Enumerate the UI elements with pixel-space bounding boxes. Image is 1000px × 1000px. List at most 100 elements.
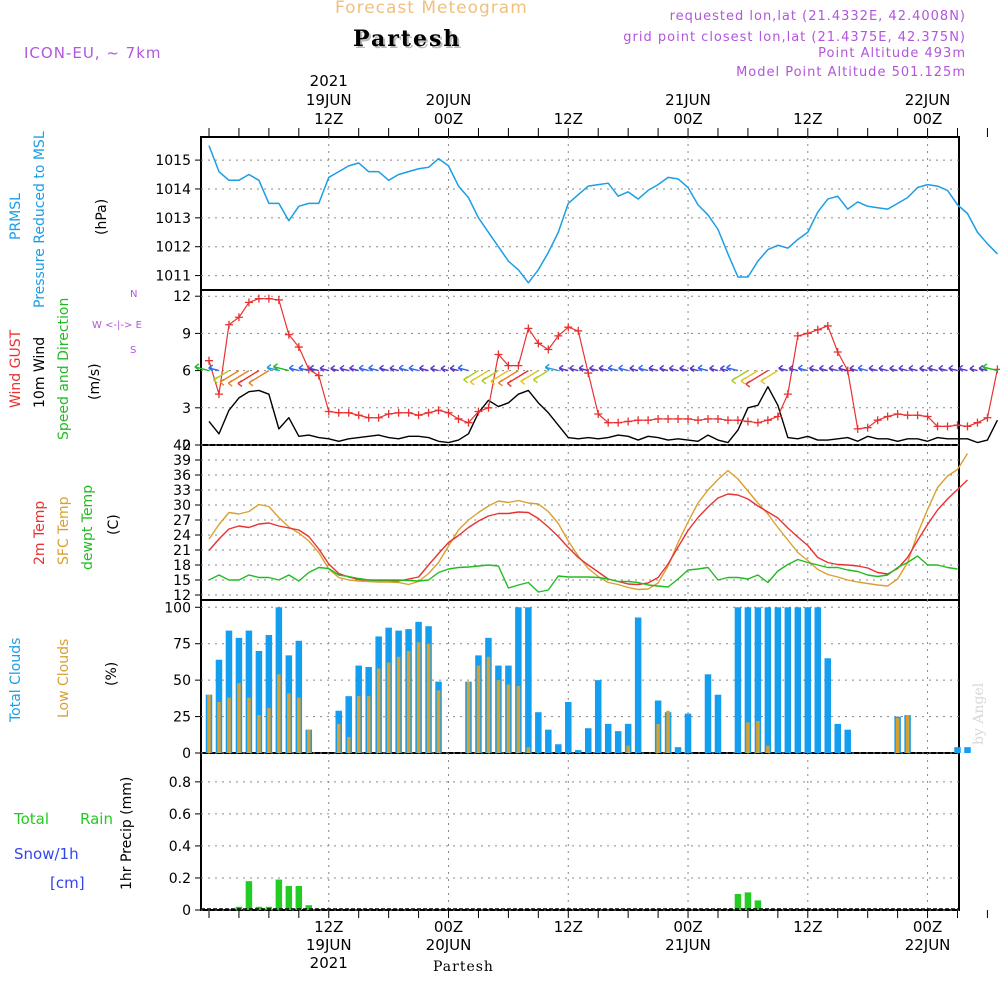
wind-arrow-head: [689, 365, 695, 373]
total-cloud-bar: [824, 658, 832, 753]
gust-marker: [394, 408, 403, 417]
gust-marker: [903, 411, 912, 420]
low-cloud-bar: [267, 707, 271, 753]
y-tick-label-2: 42: [173, 438, 191, 454]
sfc-temp-line: [208, 453, 969, 591]
total-cloud-bar: [225, 630, 233, 753]
gust-marker: [224, 320, 233, 329]
top-time-label: 12Z: [314, 110, 343, 128]
gust-marker: [354, 411, 363, 420]
wind-arrow: [398, 364, 409, 372]
total-cloud-bar: [604, 723, 612, 753]
wind-arrow-head: [237, 379, 243, 388]
gust-marker: [604, 418, 613, 427]
wind-arrow-head: [266, 364, 272, 372]
gust-marker: [244, 298, 253, 307]
low-cloud-bar: [406, 651, 411, 753]
y-tick-label-2: 39: [173, 453, 191, 469]
wind-arrow-head: [697, 364, 703, 372]
gust-marker: [933, 422, 942, 431]
total-cloud-bar: [255, 651, 263, 753]
wind-arrow: [469, 370, 489, 386]
point-altitude: Point Altitude 493m: [818, 46, 966, 61]
wind-arrow: [982, 363, 998, 372]
total-cloud-bar: [525, 607, 532, 753]
wind-arrow-head: [709, 364, 715, 373]
wind-arrow-head: [219, 378, 225, 386]
gust-marker: [234, 313, 243, 322]
bottom-time-label: 12Z: [793, 918, 822, 936]
wind-arrow: [938, 364, 948, 372]
wind-arrow: [719, 365, 729, 373]
total-cloud-bar: [345, 696, 352, 753]
wind-arrow: [457, 364, 469, 372]
low-cloud-bar: [207, 694, 211, 753]
gust-marker: [923, 412, 932, 421]
wind-arrow: [544, 363, 559, 372]
y-tick-label-2: 12: [173, 588, 191, 604]
gust-marker: [205, 356, 213, 365]
top-time-label: 21JUN: [665, 91, 711, 109]
precip-label-rain: Rain: [80, 810, 113, 828]
footer-location: Partesh: [433, 959, 494, 975]
gust-marker: [883, 412, 892, 421]
wind-arrow: [726, 364, 739, 372]
location-title: Partesh: [353, 26, 462, 52]
wind-arrow-head: [659, 364, 665, 373]
dewpt-line: [208, 555, 958, 593]
low-cloud-bar: [506, 684, 511, 753]
wind-arrow-head: [857, 364, 863, 372]
total-cloud-bar: [844, 729, 851, 753]
wind-arrow-head: [533, 376, 538, 384]
gust-marker: [953, 421, 962, 430]
wind-arrow-head: [194, 363, 200, 371]
gust-marker: [644, 416, 653, 425]
wind-arrow: [668, 364, 679, 372]
y-tick-label-1: 9: [182, 326, 191, 342]
low-cloud-bar: [526, 747, 531, 753]
total-cloud-bar: [734, 607, 742, 753]
wind-arrow-head: [958, 364, 964, 372]
wind-arrow-head: [469, 378, 475, 386]
pressure-line: [208, 145, 998, 284]
gust-marker: [893, 410, 902, 418]
wind-arrow-head: [430, 365, 436, 373]
y-tick-label-2: 33: [173, 483, 191, 499]
wind-arrow-head: [978, 364, 984, 373]
bottom-time-label: 20JUN: [426, 936, 472, 954]
y-tick-label-3: 0: [182, 746, 191, 762]
gust-marker: [284, 330, 293, 339]
wind-arrow: [778, 364, 789, 372]
total-cloud-bar: [814, 607, 822, 753]
low-cloud-bar: [336, 723, 341, 753]
gust-marker: [853, 424, 862, 433]
gust-marker: [294, 343, 303, 352]
gust-marker: [983, 413, 992, 422]
wind-arrow: [740, 370, 759, 385]
y-tick-label-4: 0.8: [169, 775, 191, 791]
gust-marker: [484, 403, 493, 412]
wind-arrow-head: [745, 380, 751, 388]
wind-arrow-head: [463, 376, 469, 384]
gust-marker: [364, 413, 373, 422]
gust-marker: [514, 361, 523, 370]
low-cloud-bar: [396, 656, 401, 753]
wind-arrow-head: [368, 364, 374, 372]
gust-marker: [404, 408, 413, 417]
gust-marker: [723, 416, 732, 425]
low-cloud-bar: [436, 690, 441, 753]
bottom-time-label: 00Z: [673, 918, 702, 936]
precip-label-cm: [cm]: [50, 874, 85, 892]
bottom-time-label: 19JUN: [306, 936, 352, 954]
low-cloud-bar: [356, 696, 361, 753]
wind-arrow-head: [440, 365, 446, 373]
wind-arrow-head: [490, 377, 496, 385]
wind-arrow-head: [969, 365, 975, 373]
wind-arrow: [689, 365, 699, 373]
wind-arrow: [919, 365, 928, 373]
wind-arrow-head: [457, 364, 463, 372]
gust-marker: [704, 414, 712, 423]
wind-arrow-head: [589, 364, 594, 372]
wind-arrow: [745, 370, 769, 388]
low-cloud-bar: [426, 643, 431, 753]
